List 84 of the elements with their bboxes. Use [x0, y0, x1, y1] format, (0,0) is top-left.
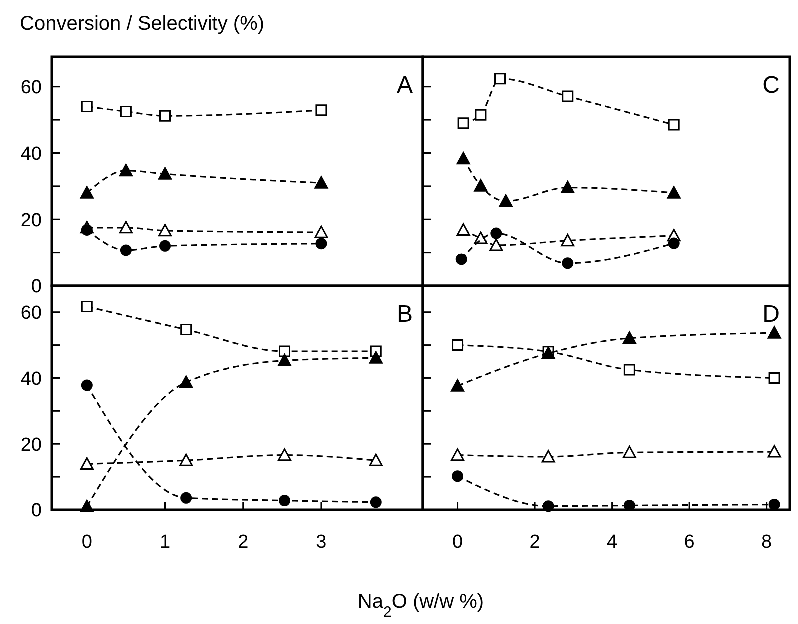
x-tick-label: 6 [684, 532, 695, 553]
x-tick-label: 0 [452, 532, 464, 553]
point [180, 376, 194, 388]
point [499, 194, 513, 208]
x-axis-title: Na$_{2}$O (w/w %) [358, 591, 484, 620]
point [562, 90, 574, 102]
point [314, 176, 328, 189]
point [768, 445, 782, 458]
point [316, 238, 328, 250]
y-tick-label: 0 [31, 500, 42, 522]
y-tick-label: 20 [20, 210, 42, 232]
point [490, 228, 502, 240]
annotation: D [762, 301, 780, 328]
point [561, 234, 575, 247]
point [160, 240, 172, 252]
point [180, 324, 192, 336]
point [80, 457, 94, 470]
point [81, 224, 93, 236]
y-tick-label: 40 [20, 368, 42, 390]
point [451, 448, 465, 462]
point [314, 226, 328, 238]
chart-title: Conversion / Selectivity (%) [20, 13, 265, 35]
point [81, 101, 93, 113]
point [452, 340, 464, 352]
point [667, 186, 681, 199]
point [279, 346, 291, 358]
point [81, 380, 93, 392]
x-tick-label: 1 [160, 532, 171, 553]
point [81, 301, 93, 313]
x-tick-label: 4 [607, 532, 618, 553]
annotation: C [762, 72, 780, 99]
point [624, 364, 636, 376]
y-tick-label: 20 [20, 434, 42, 456]
point [624, 500, 636, 512]
annotation: B [396, 301, 413, 328]
point [180, 492, 192, 504]
point [668, 119, 680, 131]
point [474, 179, 488, 192]
point [80, 500, 94, 512]
point [160, 110, 172, 122]
point [180, 454, 194, 466]
x-tick-label: 8 [762, 532, 772, 553]
point [120, 244, 132, 256]
x-tick-label: 3 [316, 532, 327, 553]
point [622, 332, 636, 344]
point [668, 238, 680, 250]
point [279, 495, 291, 507]
point [542, 500, 554, 512]
point [369, 454, 383, 466]
x-tick-label: 2 [238, 532, 249, 553]
point [316, 104, 328, 116]
point [80, 186, 94, 199]
point [278, 354, 292, 367]
point [370, 496, 382, 508]
annotation: A [396, 72, 413, 99]
y-tick-label: 60 [20, 78, 42, 99]
point [456, 254, 468, 266]
point [451, 379, 465, 392]
y-tick-label: 0 [31, 276, 42, 298]
point [542, 450, 556, 463]
point [456, 152, 470, 165]
point [119, 221, 133, 234]
point [475, 109, 487, 121]
point [768, 498, 780, 510]
point [768, 372, 780, 384]
point [158, 167, 172, 180]
point [562, 258, 574, 270]
point [452, 470, 464, 482]
point [369, 351, 383, 364]
y-tick-label: 60 [20, 303, 42, 324]
point [158, 224, 172, 237]
point [622, 446, 636, 458]
point [278, 448, 292, 462]
x-tick-label: 0 [82, 532, 92, 553]
point [458, 118, 470, 130]
point [456, 223, 470, 236]
x-tick-label: 2 [530, 532, 540, 553]
point [494, 73, 506, 85]
point [490, 238, 504, 252]
point [561, 181, 575, 194]
point [768, 326, 782, 339]
point [120, 106, 132, 118]
point [119, 164, 133, 177]
y-tick-label: 40 [20, 144, 42, 165]
